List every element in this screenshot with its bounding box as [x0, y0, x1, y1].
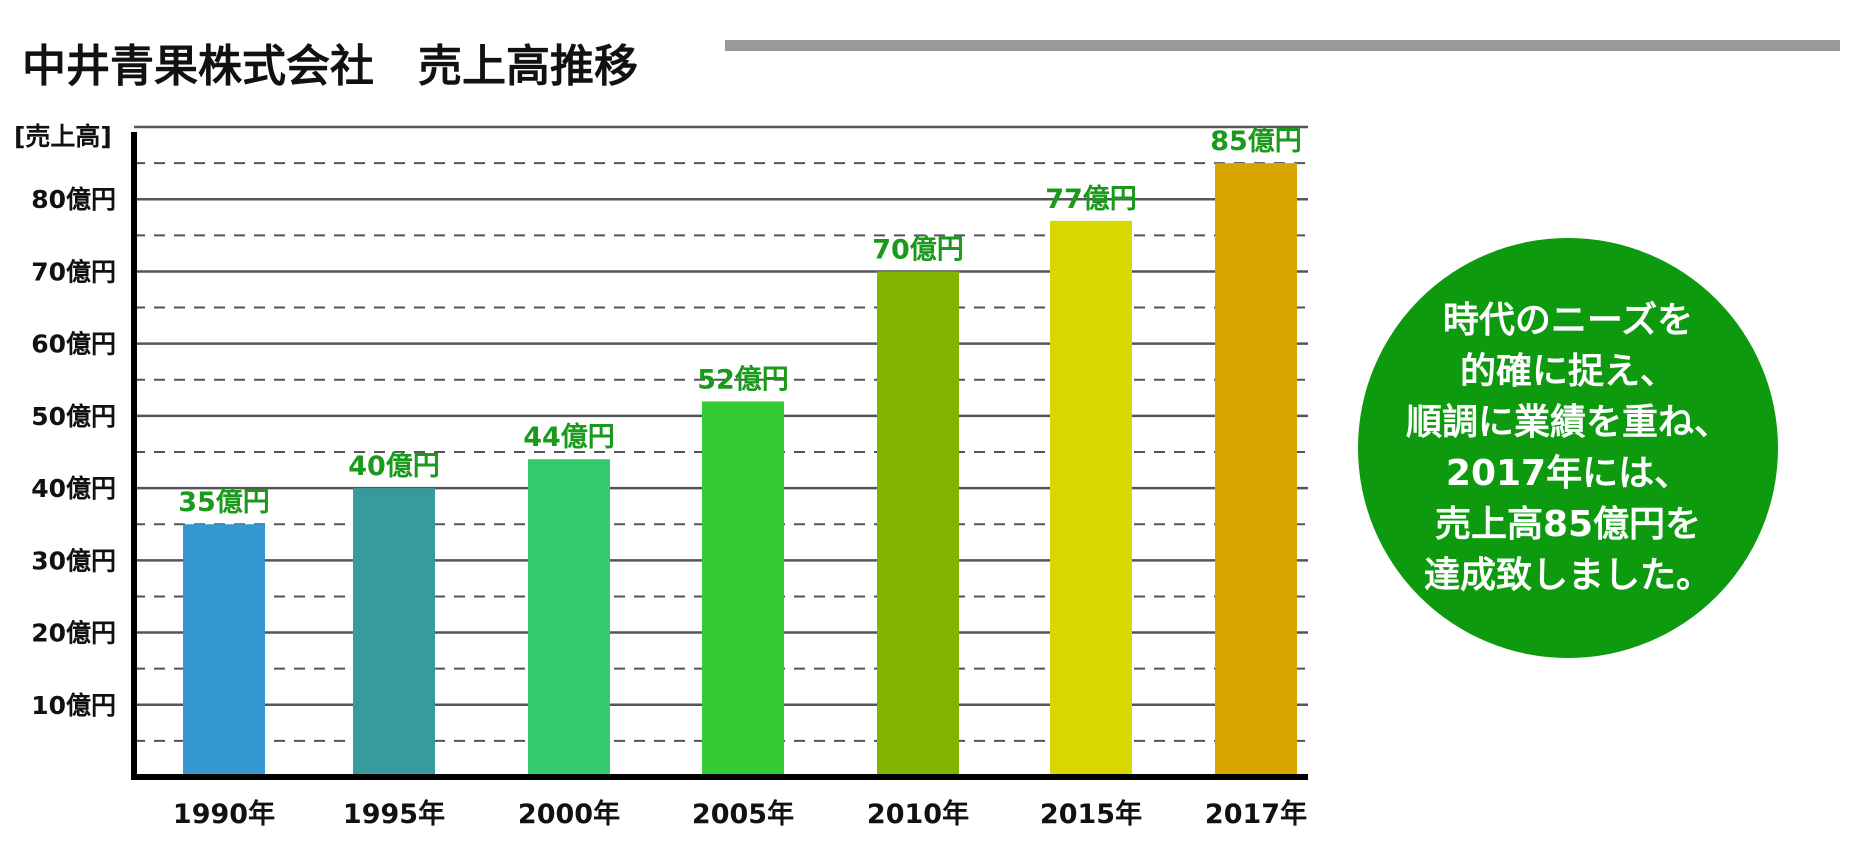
bar-value-label: 44億円: [523, 422, 615, 453]
callout-line: 時代のニーズを: [1442, 300, 1694, 341]
page-title: 中井青果株式会社 売上高推移: [22, 41, 638, 92]
y-tick-label: 70億円: [31, 257, 116, 286]
sales-chart: 10億円 20億円 30億円 40億円 50億円 60億円 70億円 80億円 [売上高] 35億…: [14, 122, 1308, 830]
bar: [353, 488, 435, 777]
x-tick-label: 2005年: [692, 798, 794, 830]
bar: [1215, 163, 1297, 778]
x-tick-label: 2010年: [867, 798, 969, 830]
callout-line: 2017年には、: [1445, 453, 1691, 494]
bar: [183, 524, 265, 777]
bar: [702, 401, 784, 777]
bar-value-label: 85億円: [1210, 126, 1302, 157]
callout-bubble: 時代のニーズを 的確に捉え、 順調に業績を重ね、 2017年には、 売上高85億…: [1358, 238, 1778, 658]
bar-value-label: 77億円: [1045, 184, 1137, 215]
y-tick-label: 20億円: [31, 619, 116, 648]
title-rule: [725, 40, 1840, 51]
bar: [1050, 220, 1132, 777]
callout-line: 的確に捉え、: [1459, 351, 1676, 392]
x-tick-label: 1990年: [173, 798, 275, 830]
callout-text: 時代のニーズを 的確に捉え、 順調に業績を重ね、 2017年には、 売上高85億…: [1406, 295, 1730, 601]
y-tick-label: 50億円: [31, 402, 116, 431]
bar-value-label: 35億円: [178, 487, 270, 518]
bar-value-label: 52億円: [697, 364, 789, 395]
x-tick-label: 2000年: [518, 798, 620, 830]
y-tick-label: 60億円: [31, 330, 116, 359]
x-tick-label: 2017年: [1205, 798, 1307, 830]
callout-line: 達成致しました。: [1423, 555, 1712, 596]
x-tick-label: 2015年: [1040, 798, 1142, 830]
y-axis-label: [売上高]: [14, 122, 112, 151]
bar-value-label: 40億円: [348, 451, 440, 482]
y-tick-label: 40億円: [31, 474, 116, 503]
callout-line: 順調に業績を重ね、: [1405, 402, 1730, 443]
y-tick-label: 80億円: [31, 185, 116, 214]
bar-value-label: 70億円: [872, 234, 964, 265]
callout-line: 売上高85億円を: [1434, 504, 1702, 545]
bar: [877, 271, 959, 777]
y-tick-label: 10億円: [31, 691, 116, 720]
y-tick-label: 30億円: [31, 546, 116, 575]
bar: [528, 459, 610, 777]
x-tick-label: 1995年: [343, 798, 445, 830]
